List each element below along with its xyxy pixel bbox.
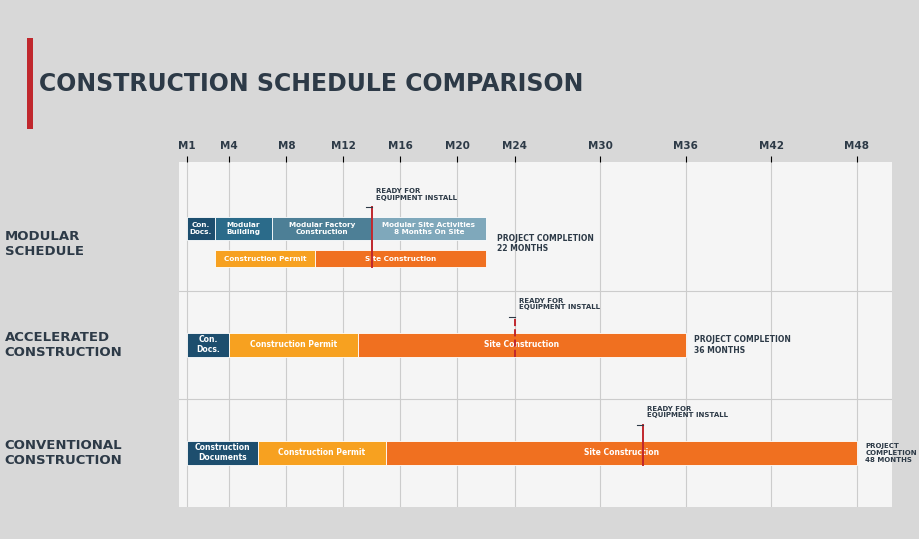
Text: Modular Factory
Construction: Modular Factory Construction bbox=[289, 222, 355, 235]
Text: READY FOR
EQUIPMENT INSTALL: READY FOR EQUIPMENT INSTALL bbox=[646, 405, 727, 418]
Text: Con.
Docs.: Con. Docs. bbox=[196, 335, 220, 355]
Text: Modular
Building: Modular Building bbox=[226, 222, 260, 235]
Text: CONVENTIONAL
CONSTRUCTION: CONVENTIONAL CONSTRUCTION bbox=[5, 439, 122, 467]
Bar bbox=[257, 441, 386, 465]
Bar bbox=[357, 333, 685, 357]
Bar bbox=[187, 217, 215, 240]
Text: PROJECT COMPLETION
22 MONTHS: PROJECT COMPLETION 22 MONTHS bbox=[497, 234, 594, 253]
Text: ACCELERATED
CONSTRUCTION: ACCELERATED CONSTRUCTION bbox=[5, 331, 122, 359]
Text: Con.
Docs.: Con. Docs. bbox=[189, 222, 211, 235]
Text: Construction Permit: Construction Permit bbox=[223, 255, 306, 262]
Text: Construction Permit: Construction Permit bbox=[250, 341, 336, 349]
Text: Construction Permit: Construction Permit bbox=[278, 448, 365, 457]
Text: PROJECT
COMPLETION
48 MONTHS: PROJECT COMPLETION 48 MONTHS bbox=[865, 443, 916, 463]
Bar bbox=[187, 333, 229, 357]
Text: CONSTRUCTION SCHEDULE COMPARISON: CONSTRUCTION SCHEDULE COMPARISON bbox=[39, 72, 583, 95]
Bar bbox=[386, 441, 856, 465]
Bar bbox=[272, 217, 371, 240]
Text: Site Construction: Site Construction bbox=[584, 448, 658, 457]
Bar bbox=[314, 250, 485, 267]
Text: Modular Site Activities
8 Months On Site: Modular Site Activities 8 Months On Site bbox=[382, 222, 475, 235]
Bar bbox=[229, 333, 357, 357]
Text: Site Construction: Site Construction bbox=[365, 255, 436, 262]
Text: Construction
Documents: Construction Documents bbox=[194, 443, 250, 462]
Text: PROJECT COMPLETION
36 MONTHS: PROJECT COMPLETION 36 MONTHS bbox=[694, 335, 790, 355]
Text: READY FOR
EQUIPMENT INSTALL: READY FOR EQUIPMENT INSTALL bbox=[376, 188, 457, 201]
Text: READY FOR
EQUIPMENT INSTALL: READY FOR EQUIPMENT INSTALL bbox=[518, 298, 599, 310]
Bar bbox=[28, 38, 32, 129]
Bar bbox=[215, 250, 314, 267]
Bar bbox=[187, 441, 257, 465]
Bar bbox=[215, 217, 272, 240]
Bar bbox=[371, 217, 485, 240]
Text: Site Construction: Site Construction bbox=[483, 341, 559, 349]
Text: MODULAR
SCHEDULE: MODULAR SCHEDULE bbox=[5, 230, 84, 258]
